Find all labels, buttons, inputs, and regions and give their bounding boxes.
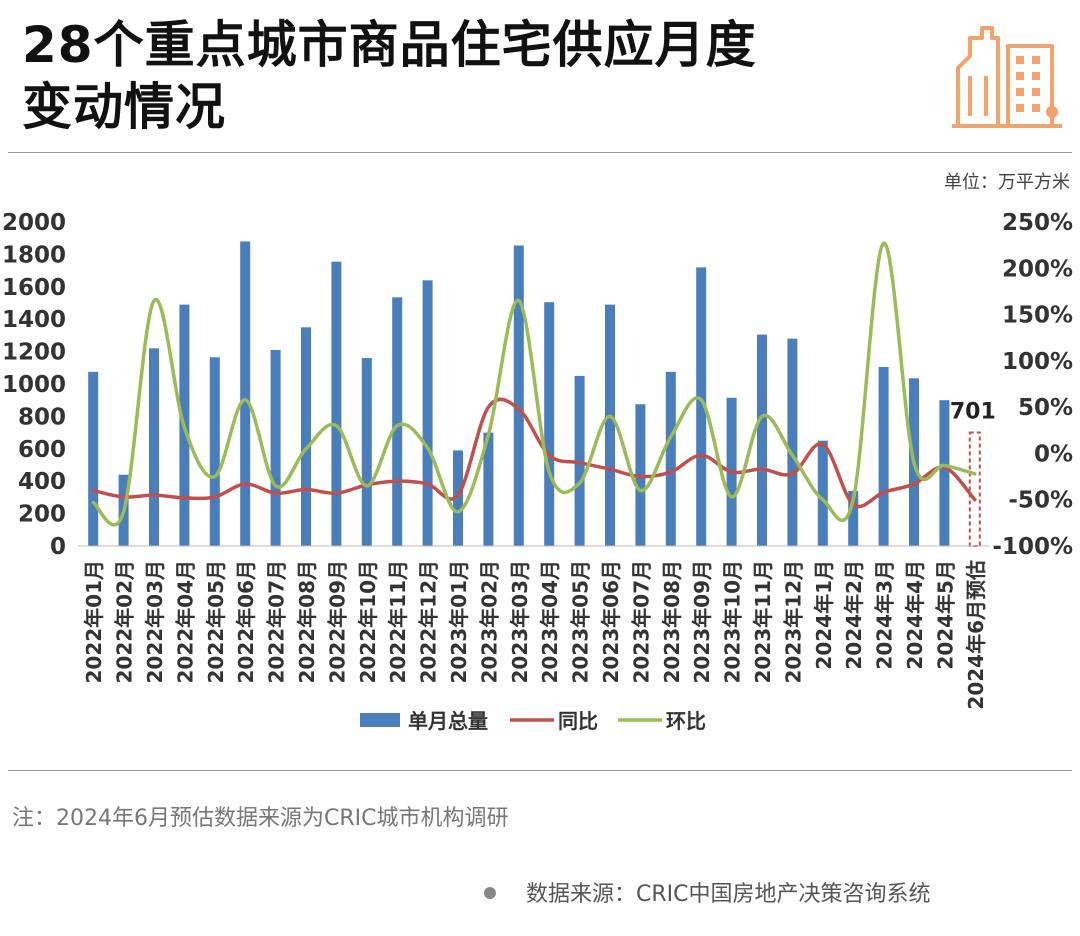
- y-right-tick-label: 150%: [1002, 303, 1073, 329]
- y-left-tick-label: 600: [18, 437, 66, 463]
- bar: [696, 267, 707, 546]
- y-right-tick-label: -100%: [992, 534, 1073, 560]
- x-tick-label: 2023年02月: [477, 560, 501, 684]
- y-left-tick-label: 1200: [2, 340, 66, 366]
- bar: [270, 349, 281, 546]
- x-tick-label: 2022年11月: [386, 560, 410, 684]
- y-left-tick-label: 400: [18, 469, 66, 495]
- bar: [513, 245, 524, 546]
- x-tick-label: 2022年10月: [356, 560, 380, 684]
- x-tick-label: 2022年09月: [325, 560, 349, 684]
- header-divider: [8, 152, 1072, 153]
- y-left-tick-label: 1600: [2, 275, 66, 301]
- bar: [817, 440, 828, 546]
- data-source-text: 数据来源：CRIC中国房地产决策咨询系统: [526, 882, 931, 907]
- x-tick-label: 2024年4月: [903, 560, 927, 670]
- y-right-tick-label: 50%: [1018, 395, 1073, 421]
- x-tick-label: 2023年09月: [690, 560, 714, 684]
- title-line-1: 28个重点城市商品住宅供应月度: [22, 16, 757, 74]
- x-tick-label: 2022年05月: [204, 560, 228, 684]
- footer-divider: [8, 770, 1072, 771]
- y-right-tick-label: -50%: [1008, 488, 1073, 514]
- bar: [544, 302, 555, 546]
- legend-label: 单月总量: [408, 709, 488, 733]
- x-tick-label: 2024年1月: [812, 560, 836, 670]
- x-tick-label: 2023年05月: [569, 560, 593, 684]
- bar: [88, 371, 99, 546]
- yoy-line: [91, 397, 977, 509]
- y-right-tick-label: 100%: [1002, 349, 1073, 375]
- x-tick-label: 2022年08月: [295, 560, 319, 684]
- legend-bar-swatch: [360, 713, 400, 727]
- x-tick-label: 2023年04月: [538, 560, 562, 684]
- y-left-tick-label: 800: [18, 404, 66, 430]
- x-tick-label: 2023年01月: [447, 560, 471, 684]
- mom-line: [91, 241, 977, 527]
- bar: [453, 450, 463, 546]
- x-tick-label: 2024年5月: [933, 560, 957, 670]
- city-buildings-icon: [952, 26, 1062, 128]
- y-left-tick-label: 1400: [2, 307, 66, 333]
- y-right-tick-label: 0%: [1034, 441, 1073, 467]
- bar: [787, 338, 798, 546]
- bar: [209, 357, 220, 546]
- x-tick-label: 2023年10月: [721, 560, 745, 684]
- forecast-bar: [968, 431, 981, 547]
- bar: [361, 358, 372, 546]
- y-left-tick-label: 200: [18, 502, 66, 528]
- bar: [848, 490, 859, 546]
- x-tick-label: 2022年04月: [173, 560, 197, 684]
- y-right-tick-label: 250%: [1002, 210, 1073, 236]
- bar: [331, 261, 342, 546]
- y-right-tick-label: 200%: [1002, 256, 1073, 282]
- x-tick-label: 2023年03月: [508, 560, 532, 684]
- y-left-tick-label: 1000: [2, 372, 66, 398]
- x-tick-label: 2023年11月: [751, 560, 775, 684]
- forecast-data-label: 701: [950, 399, 996, 424]
- bar: [392, 297, 403, 546]
- data-source: 数据来源：CRIC中国房地产决策咨询系统: [484, 876, 931, 908]
- legend-label: 同比: [558, 709, 598, 733]
- forecast-note: 注：2024年6月预估数据来源为CRIC城市机构调研: [12, 806, 509, 831]
- bar: [149, 348, 159, 546]
- page-title: 28个重点城市商品住宅供应月度 变动情况: [22, 14, 922, 138]
- x-tick-label: 2024年3月: [873, 560, 897, 670]
- x-tick-label: 2022年07月: [265, 560, 289, 684]
- bar: [240, 241, 251, 546]
- x-tick-label: 2022年03月: [143, 560, 167, 684]
- legend-label: 环比: [666, 709, 706, 733]
- bullet-icon: [484, 887, 496, 899]
- supply-chart: 0 200 400 600 800 1000 1200 1400 1600 1800 2000 -10…: [2, 210, 1073, 733]
- bar: [605, 304, 615, 546]
- bar: [301, 327, 311, 546]
- x-tick-label: 2022年01月: [82, 560, 106, 684]
- title-line-2: 变动情况: [22, 78, 226, 136]
- x-tick-label: 2023年12月: [781, 560, 805, 684]
- x-tick-label: 2023年08月: [660, 560, 684, 684]
- bar: [483, 432, 494, 546]
- x-tick-label: 2022年06月: [234, 560, 258, 684]
- bar: [757, 334, 767, 546]
- x-tick-label: 2023年07月: [629, 560, 653, 684]
- x-tick-label: 2024年6月预估: [964, 560, 988, 710]
- unit-label: 单位：万平方米: [944, 172, 1070, 193]
- y-left-tick-label: 2000: [2, 210, 66, 236]
- x-tick-label: 2022年02月: [113, 560, 137, 684]
- x-tick-label: 2024年2月: [842, 560, 866, 670]
- x-tick-label: 2023年06月: [599, 560, 623, 684]
- y-left-tick-label: 1800: [2, 242, 66, 268]
- bar: [422, 280, 433, 546]
- y-left-tick-label: 0: [50, 534, 66, 560]
- bar: [878, 366, 889, 546]
- x-tick-label: 2022年12月: [417, 560, 441, 684]
- bar: [939, 400, 950, 546]
- bar: [665, 371, 676, 546]
